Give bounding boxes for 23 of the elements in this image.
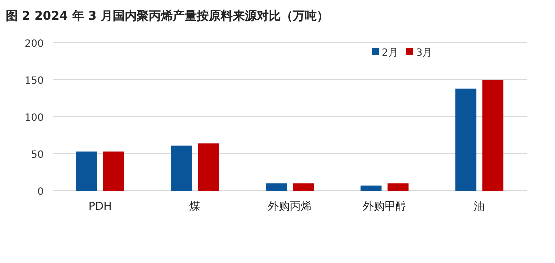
bar bbox=[266, 184, 287, 191]
y-tick-label: 200 bbox=[24, 39, 44, 50]
x-tick-label: 外购丙烯 bbox=[268, 200, 312, 213]
bar bbox=[198, 144, 220, 191]
bar bbox=[482, 80, 504, 191]
legend-label: 2月 bbox=[382, 48, 398, 59]
bar bbox=[456, 88, 477, 191]
x-tick-label: PDH bbox=[88, 200, 112, 213]
chart-title: 图 2 2024 年 3 月国内聚丙烯产量按原料来源对比（万吨） bbox=[6, 9, 329, 23]
legend-label: 3月 bbox=[416, 48, 433, 59]
y-tick-label: 0 bbox=[38, 187, 44, 198]
bar bbox=[76, 152, 98, 191]
bar bbox=[103, 152, 124, 191]
bar bbox=[388, 184, 409, 191]
x-tick-label: 煤 bbox=[190, 200, 201, 213]
x-tick-label: 外购甲醇 bbox=[362, 200, 407, 213]
x-tick-label: 油 bbox=[474, 200, 486, 213]
y-tick-label: 150 bbox=[24, 76, 44, 87]
bar bbox=[293, 184, 314, 191]
bar bbox=[171, 146, 192, 191]
bar bbox=[360, 186, 382, 191]
y-tick-label: 50 bbox=[31, 150, 44, 161]
y-tick-label: 100 bbox=[24, 113, 44, 124]
